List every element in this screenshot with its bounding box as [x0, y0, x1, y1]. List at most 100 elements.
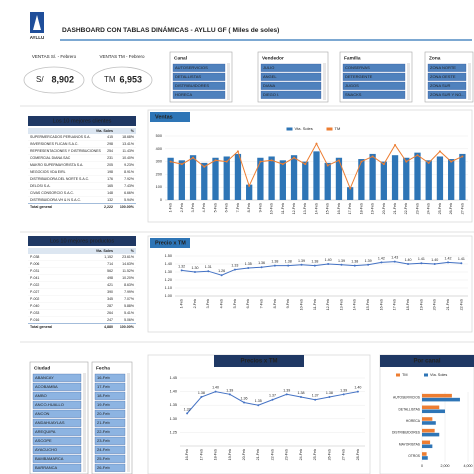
- slicer-item[interactable]: [32, 463, 82, 472]
- slicer-item[interactable]: [32, 391, 82, 400]
- slicer-item-label[interactable]: ZONA OESTE: [430, 74, 456, 79]
- slicer-item-label[interactable]: JUGOS: [345, 83, 359, 88]
- slicer-item-label[interactable]: 22-Feb: [97, 429, 110, 434]
- y-tick-label: AUTOSERVICIOS: [393, 396, 421, 400]
- point: [393, 260, 396, 263]
- slicer-item[interactable]: [32, 409, 82, 418]
- point: [169, 160, 172, 163]
- slicer-item[interactable]: [342, 63, 406, 72]
- slicer-item-label[interactable]: ANCO-HUALLO: [35, 402, 64, 407]
- legend-swatch: [424, 373, 428, 377]
- slicer-item[interactable]: [342, 72, 406, 81]
- y-tick-label: 1.40: [170, 390, 177, 394]
- data-label: 1.35: [245, 262, 252, 266]
- slicer-item[interactable]: [32, 445, 82, 454]
- slicer-item-label[interactable]: ACOBAMBA: [35, 384, 58, 389]
- slicer-item-label[interactable]: AMBO: [35, 393, 47, 398]
- table-cell: 254: [107, 149, 113, 153]
- slicer-item[interactable]: [427, 81, 467, 90]
- slicer-item[interactable]: [342, 90, 406, 99]
- slicer-item[interactable]: [32, 436, 82, 445]
- slicer-item-label[interactable]: DETALLISTAS: [175, 74, 201, 79]
- slicer-item-label[interactable]: AREQUIPA: [35, 429, 56, 434]
- slicer-item[interactable]: [172, 63, 226, 72]
- bar: [380, 161, 387, 200]
- x-tick-label: 20-Feb: [382, 203, 386, 214]
- slicer-item-label[interactable]: HORECA: [175, 92, 192, 97]
- table-cell: 176: [107, 177, 113, 181]
- slicer-item[interactable]: [260, 63, 322, 72]
- data-label: 1.37: [269, 394, 276, 398]
- slicer-item[interactable]: [32, 382, 82, 391]
- slicer-item[interactable]: [32, 454, 82, 463]
- slicer-item-label[interactable]: 24-Feb: [97, 447, 110, 452]
- point: [340, 263, 343, 266]
- slicer-item[interactable]: [342, 81, 406, 90]
- slicer-item-label[interactable]: AUTOSERVICIOS: [175, 65, 208, 70]
- slicer-item-label[interactable]: AYACUCHO: [35, 447, 57, 452]
- slicer-item-label[interactable]: ZONA SUR: [430, 83, 451, 88]
- slicer-item-label[interactable]: JULIO: [263, 65, 274, 70]
- slicer-item[interactable]: [94, 391, 126, 400]
- slicer-item-label[interactable]: DIANA: [263, 83, 276, 88]
- slicer-item[interactable]: [172, 81, 226, 90]
- slicer-item-label[interactable]: ANDAHUAYLAS: [35, 420, 65, 425]
- slicer-item[interactable]: [94, 427, 126, 436]
- slicer-item-label[interactable]: ANGEL: [263, 74, 277, 79]
- x-tick-label: 3-Feb: [206, 299, 210, 308]
- slicer-item[interactable]: [427, 90, 467, 99]
- x-tick-label: 15-Feb: [366, 299, 370, 310]
- slicer-item[interactable]: [32, 400, 82, 409]
- slicer-item-label[interactable]: ANCON: [35, 411, 50, 416]
- slicer-item[interactable]: [94, 445, 126, 454]
- slicer-item-label[interactable]: ASCOPE: [35, 438, 52, 443]
- slicer-item[interactable]: [94, 409, 126, 418]
- table-cell: 5.06%: [124, 318, 134, 322]
- slicer-item[interactable]: [172, 90, 226, 99]
- slicer-item-label[interactable]: 25-Feb: [97, 456, 110, 461]
- slicer-item-label[interactable]: DISTRIBUIDORES: [175, 83, 209, 88]
- slicer-item-label[interactable]: BAMBAMARCA: [35, 456, 64, 461]
- slicer-item-label[interactable]: 19-Feb: [97, 402, 110, 407]
- bar: [448, 159, 455, 200]
- slicer-item[interactable]: [32, 373, 82, 382]
- slicer-item-label[interactable]: ZONA NORTE: [430, 65, 456, 70]
- slicer-item[interactable]: [260, 72, 322, 81]
- slicer-item-label[interactable]: 23-Feb: [97, 438, 110, 443]
- slicer-item-label[interactable]: 18-Feb: [97, 393, 110, 398]
- slicer-item-label[interactable]: 17-Feb: [97, 384, 110, 389]
- slicer-item[interactable]: [94, 418, 126, 427]
- slicer-item[interactable]: [94, 454, 126, 463]
- slicer-item[interactable]: [32, 427, 82, 436]
- slicer-item-label[interactable]: 26-Feb: [97, 465, 110, 470]
- slicer-item-label[interactable]: DIEGO I.: [263, 92, 279, 97]
- slicer-item-label[interactable]: BARRANCA: [35, 465, 58, 470]
- slicer-item-label[interactable]: 21-Feb: [97, 420, 110, 425]
- slicer-item[interactable]: [427, 63, 467, 72]
- slicer-item[interactable]: [94, 436, 126, 445]
- point: [314, 398, 317, 401]
- data-label: 1.31: [205, 265, 212, 269]
- point: [420, 262, 423, 265]
- slicer-item-label[interactable]: DETERGENTE: [345, 74, 373, 79]
- slicer-item-label[interactable]: 20-Feb: [97, 411, 110, 416]
- slicer-item[interactable]: [94, 400, 126, 409]
- logo-text: AYLLU: [30, 35, 45, 40]
- slicer-item-label[interactable]: CONSERVAS: [345, 65, 370, 70]
- slicer-item-label[interactable]: 16-Feb: [97, 375, 110, 380]
- slicer-item[interactable]: [260, 81, 322, 90]
- slicer-item[interactable]: [94, 463, 126, 472]
- slicer-item-label[interactable]: ABANCAY: [35, 375, 54, 380]
- x-tick-label: 19-Feb: [419, 299, 423, 310]
- slicer-item[interactable]: [427, 72, 467, 81]
- slicer-item[interactable]: [260, 90, 322, 99]
- slicer-item[interactable]: [32, 418, 82, 427]
- data-label: 1.32: [184, 407, 191, 411]
- slicer-item[interactable]: [94, 382, 126, 391]
- slicer-item-label[interactable]: SNACKS: [345, 92, 362, 97]
- slicer-item[interactable]: [172, 72, 226, 81]
- slicer-item[interactable]: [94, 373, 126, 382]
- data-label: 1.40: [431, 258, 438, 262]
- chart-panel: [147, 235, 473, 333]
- slicer-item-label[interactable]: ZONA SUR Y NO...: [430, 92, 465, 97]
